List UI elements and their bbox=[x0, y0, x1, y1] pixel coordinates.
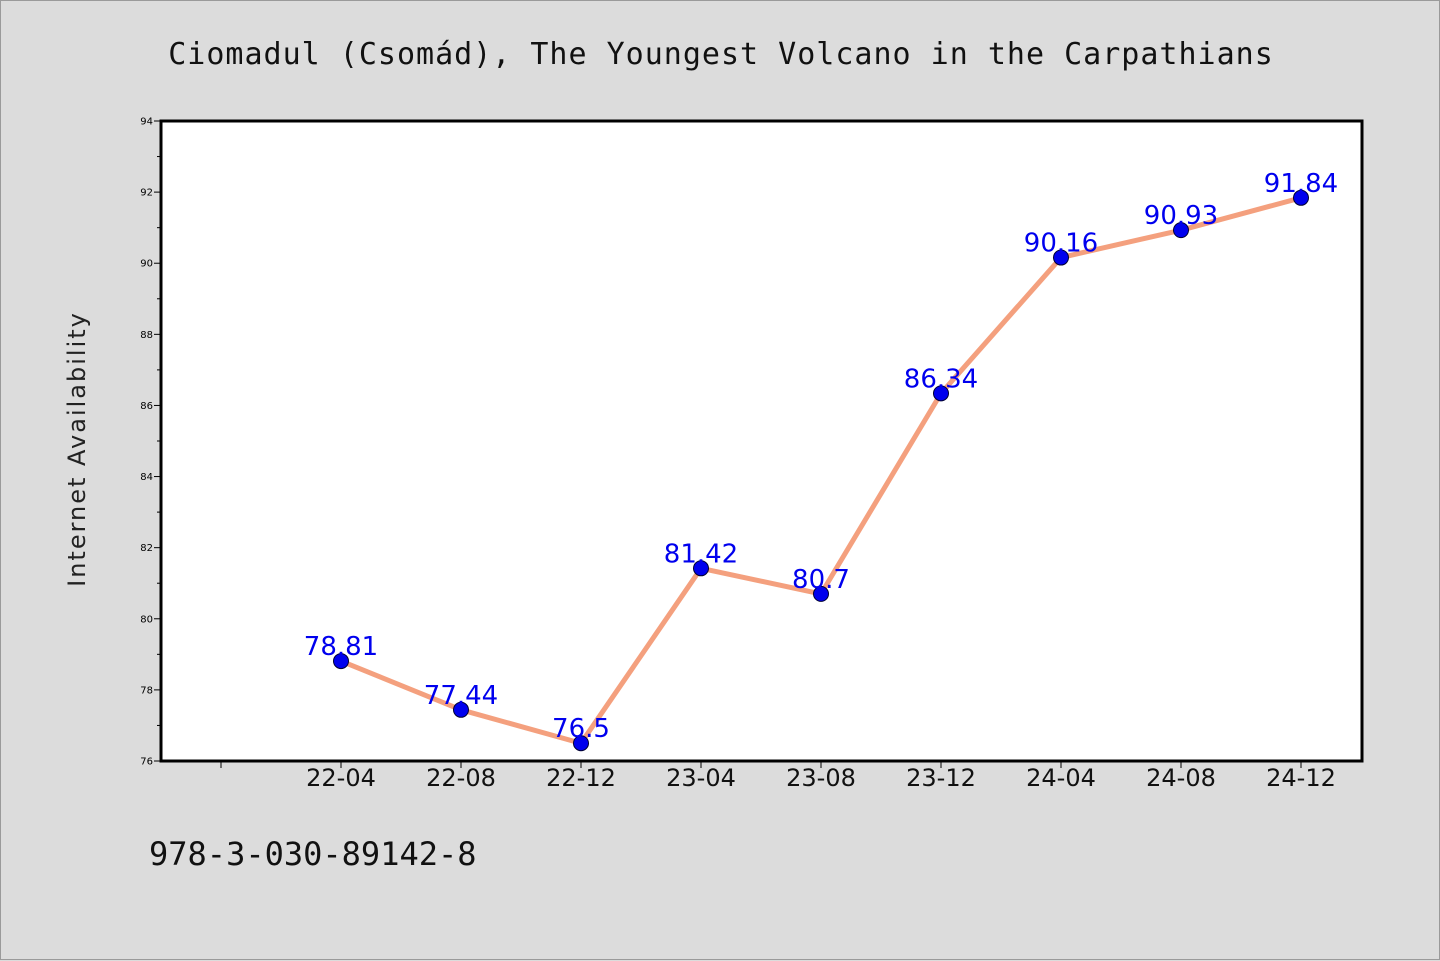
data-label: 76.5 bbox=[552, 714, 610, 744]
y-tick-label: 76 bbox=[140, 757, 153, 768]
x-tick-label: 24-08 bbox=[1146, 764, 1216, 792]
plot-background bbox=[161, 121, 1362, 761]
data-label: 86.34 bbox=[904, 364, 978, 394]
y-tick-label: 92 bbox=[140, 188, 153, 199]
data-label: 78.81 bbox=[304, 632, 378, 662]
x-tick-label: 22-12 bbox=[546, 764, 616, 792]
data-label: 90.93 bbox=[1144, 201, 1218, 231]
data-point bbox=[1293, 189, 1309, 206]
data-label: 80.7 bbox=[792, 565, 850, 595]
x-tick-label: 24-04 bbox=[1026, 764, 1096, 792]
y-axis: 76 78 80 82 84 86 88 90 92 94 bbox=[140, 117, 161, 768]
data-point bbox=[693, 560, 709, 577]
y-tick-label: 86 bbox=[140, 401, 153, 412]
y-tick-label: 88 bbox=[140, 330, 153, 341]
y-tick-label: 80 bbox=[140, 614, 153, 625]
y-tick-label: 82 bbox=[140, 543, 153, 554]
data-point bbox=[1173, 222, 1189, 239]
y-tick-label: 90 bbox=[140, 259, 153, 270]
data-label: 90.16 bbox=[1024, 229, 1098, 259]
data-point bbox=[933, 385, 949, 402]
y-tick-label: 84 bbox=[140, 472, 153, 483]
x-tick-label: 23-12 bbox=[906, 764, 976, 792]
x-tick-label: 22-08 bbox=[426, 764, 496, 792]
y-tick-label: 78 bbox=[140, 685, 153, 696]
x-tick-label: 23-08 bbox=[786, 764, 856, 792]
chart-title: Ciomadul (Csomád), The Youngest Volcano … bbox=[168, 37, 1274, 72]
series-markers bbox=[333, 189, 1309, 752]
data-label: 81.42 bbox=[664, 539, 738, 569]
data-point bbox=[813, 585, 829, 602]
data-label: 77.44 bbox=[424, 681, 498, 711]
data-point bbox=[573, 735, 589, 752]
data-label: 91.84 bbox=[1264, 169, 1338, 199]
data-point bbox=[1053, 249, 1069, 266]
x-axis: 22-04 22-08 22-12 23-04 23-08 23-12 24-04 24-08… bbox=[220, 761, 1336, 792]
x-tick-label: 22-04 bbox=[306, 764, 376, 792]
x-tick-label: 24-12 bbox=[1266, 764, 1336, 792]
data-point bbox=[453, 701, 469, 718]
data-labels: 78.81 77.44 76.5 81.42 80.7 86.34 90.16 90.93 91… bbox=[304, 169, 1338, 744]
footer-code: 978-3-030-89142-8 bbox=[149, 835, 477, 873]
x-tick-label: 23-04 bbox=[666, 764, 736, 792]
plot-border bbox=[159, 119, 1364, 763]
data-point bbox=[333, 653, 349, 670]
y-tick-label: 94 bbox=[140, 117, 153, 128]
